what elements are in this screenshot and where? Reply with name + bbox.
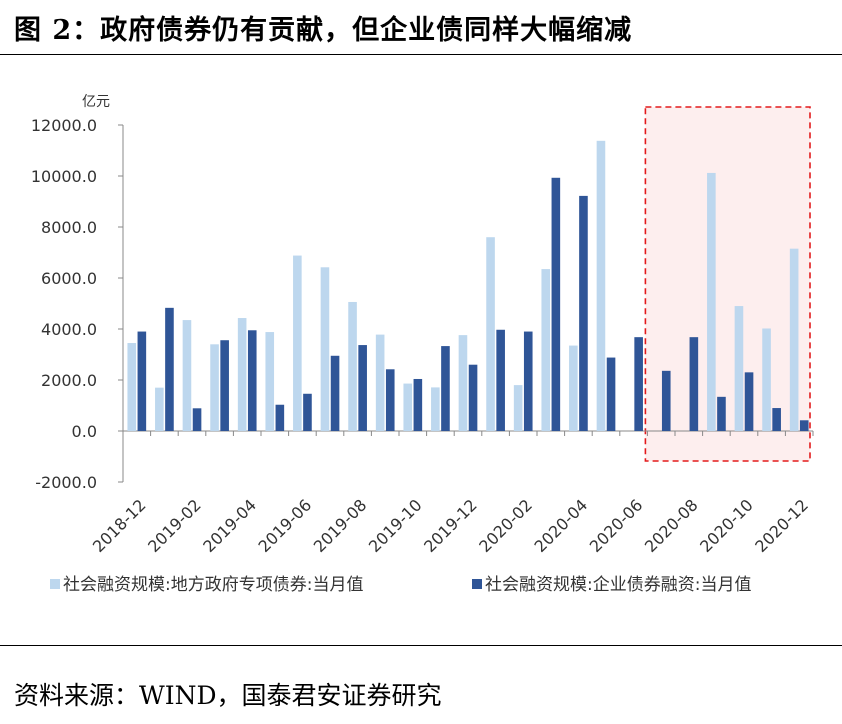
bar-corporate-bonds-2020-07 — [661, 370, 671, 431]
bar-corporate-bonds-2020-04 — [579, 195, 588, 431]
y-tick-label: -2000.0 — [35, 473, 97, 492]
bar-local-gov-bonds-2020-11 — [762, 328, 771, 431]
bar-corporate-bonds-2019-06 — [303, 393, 312, 431]
title-rule — [0, 54, 842, 55]
x-tick-label: 2019-04 — [199, 495, 260, 556]
bar-corporate-bonds-2019-11 — [441, 346, 450, 431]
bar-corporate-bonds-2019-10 — [413, 378, 423, 431]
y-tick-label: 12000.0 — [31, 116, 97, 135]
bar-local-gov-bonds-2020-03 — [541, 269, 551, 431]
x-tick-label: 2020-08 — [641, 495, 702, 556]
bar-local-gov-bonds-2020-04 — [569, 345, 578, 431]
bar-local-gov-bonds-2019-10 — [403, 383, 413, 431]
bar-corporate-bonds-2020-10 — [744, 372, 754, 431]
bar-local-gov-bonds-2020-05 — [596, 140, 606, 431]
highlight-region-layer — [644, 106, 811, 462]
bar-local-gov-bonds-2020-10 — [734, 306, 744, 431]
bar-local-gov-bonds-2019-07 — [320, 267, 330, 431]
y-tick-label: 10000.0 — [31, 167, 97, 186]
x-tick-label: 2020-12 — [751, 495, 812, 556]
y-tick-label: 8000.0 — [41, 218, 97, 237]
bar-local-gov-bonds-2019-12 — [458, 335, 468, 431]
bar-local-gov-bonds-2018-12 — [127, 343, 137, 431]
bar-local-gov-bonds-2019-02 — [182, 320, 192, 431]
legend: 社会融资规模:地方政府专项债券:当月值 社会融资规模:企业债券融资:当月值 — [50, 575, 751, 595]
bar-local-gov-bonds-2019-01 — [155, 387, 164, 431]
y-tick-label: 2000.0 — [41, 371, 97, 390]
bar-corporate-bonds-2019-08 — [358, 345, 367, 431]
bars-layer — [127, 140, 809, 431]
bar-corporate-bonds-2019-05 — [275, 404, 285, 431]
figure-title: 图 2：政府债券仍有贡献，但企业债同样大幅缩减 — [14, 15, 633, 46]
x-tick-label: 2019-08 — [310, 495, 371, 556]
bar-corporate-bonds-2020-12 — [799, 420, 809, 431]
y-tick-label: 4000.0 — [41, 320, 97, 339]
bar-local-gov-bonds-2019-08 — [348, 301, 357, 431]
legend-label-corporate-bonds: 社会融资规模:企业债券融资:当月值 — [485, 575, 751, 595]
x-tick-label: 2019-12 — [420, 495, 481, 556]
y-tick-label: 0.0 — [72, 422, 97, 441]
x-tick-label: 2019-02 — [144, 495, 205, 556]
x-tick-label: 2019-06 — [255, 495, 316, 556]
bar-corporate-bonds-2020-11 — [772, 408, 781, 431]
axis-layer: 12000.0 10000.0 8000.0 6000.0 4000.0 2000.0 0.… — [31, 116, 814, 492]
bar-local-gov-bonds-2019-04 — [237, 318, 247, 431]
x-tick-label: 2020-10 — [696, 495, 757, 556]
bar-corporate-bonds-2019-09 — [385, 369, 395, 431]
bar-corporate-bonds-2020-02 — [523, 331, 533, 431]
x-tick-label: 2020-02 — [475, 495, 536, 556]
bar-local-gov-bonds-2019-06 — [293, 255, 302, 431]
bar-local-gov-bonds-2020-02 — [513, 385, 523, 431]
bar-corporate-bonds-2019-04 — [247, 330, 257, 431]
legend-swatch-corporate-bonds — [472, 579, 482, 589]
bar-corporate-bonds-2019-02 — [192, 408, 202, 431]
bar-corporate-bonds-2020-06 — [634, 337, 643, 431]
bar-local-gov-bonds-2019-05 — [265, 332, 275, 431]
bar-corporate-bonds-2018-12 — [137, 331, 147, 431]
bar-corporate-bonds-2020-09 — [717, 396, 726, 431]
bar-corporate-bonds-2019-01 — [165, 307, 174, 431]
bar-corporate-bonds-2020-03 — [551, 177, 561, 431]
bar-local-gov-bonds-2019-09 — [375, 334, 385, 431]
x-tick-label: 2020-06 — [586, 495, 647, 556]
y-tick-label: 6000.0 — [41, 269, 97, 288]
bar-chart: 12000.0 10000.0 8000.0 6000.0 4000.0 2000.0 0.… — [31, 94, 814, 595]
source-rule — [0, 645, 842, 646]
source-note: 资料来源：WIND，国泰君安证券研究 — [14, 681, 442, 710]
bar-local-gov-bonds-2019-11 — [431, 387, 440, 431]
x-tick-label: 2020-04 — [531, 495, 592, 556]
bar-corporate-bonds-2019-12 — [468, 364, 478, 431]
x-tick-label: 2018-12 — [89, 495, 150, 556]
x-tick-label: 2019-10 — [365, 495, 426, 556]
bar-local-gov-bonds-2020-12 — [789, 248, 799, 431]
highlight-region — [644, 106, 811, 462]
bar-corporate-bonds-2019-07 — [330, 355, 340, 431]
bar-local-gov-bonds-2020-01 — [486, 237, 495, 431]
legend-swatch-local-gov-bonds — [50, 579, 60, 589]
y-axis-unit: 亿元 — [82, 94, 110, 110]
bar-corporate-bonds-2019-03 — [220, 340, 229, 431]
x-tick-labels-layer: 2018-122019-022019-042019-062019-082019-… — [89, 495, 812, 556]
legend-label-local-gov-bonds: 社会融资规模:地方政府专项债券:当月值 — [63, 575, 363, 595]
bar-local-gov-bonds-2019-03 — [210, 344, 219, 431]
bar-corporate-bonds-2020-05 — [606, 357, 616, 431]
bar-corporate-bonds-2020-08 — [689, 337, 699, 431]
bar-corporate-bonds-2020-01 — [496, 329, 505, 431]
bar-local-gov-bonds-2020-09 — [707, 172, 716, 431]
